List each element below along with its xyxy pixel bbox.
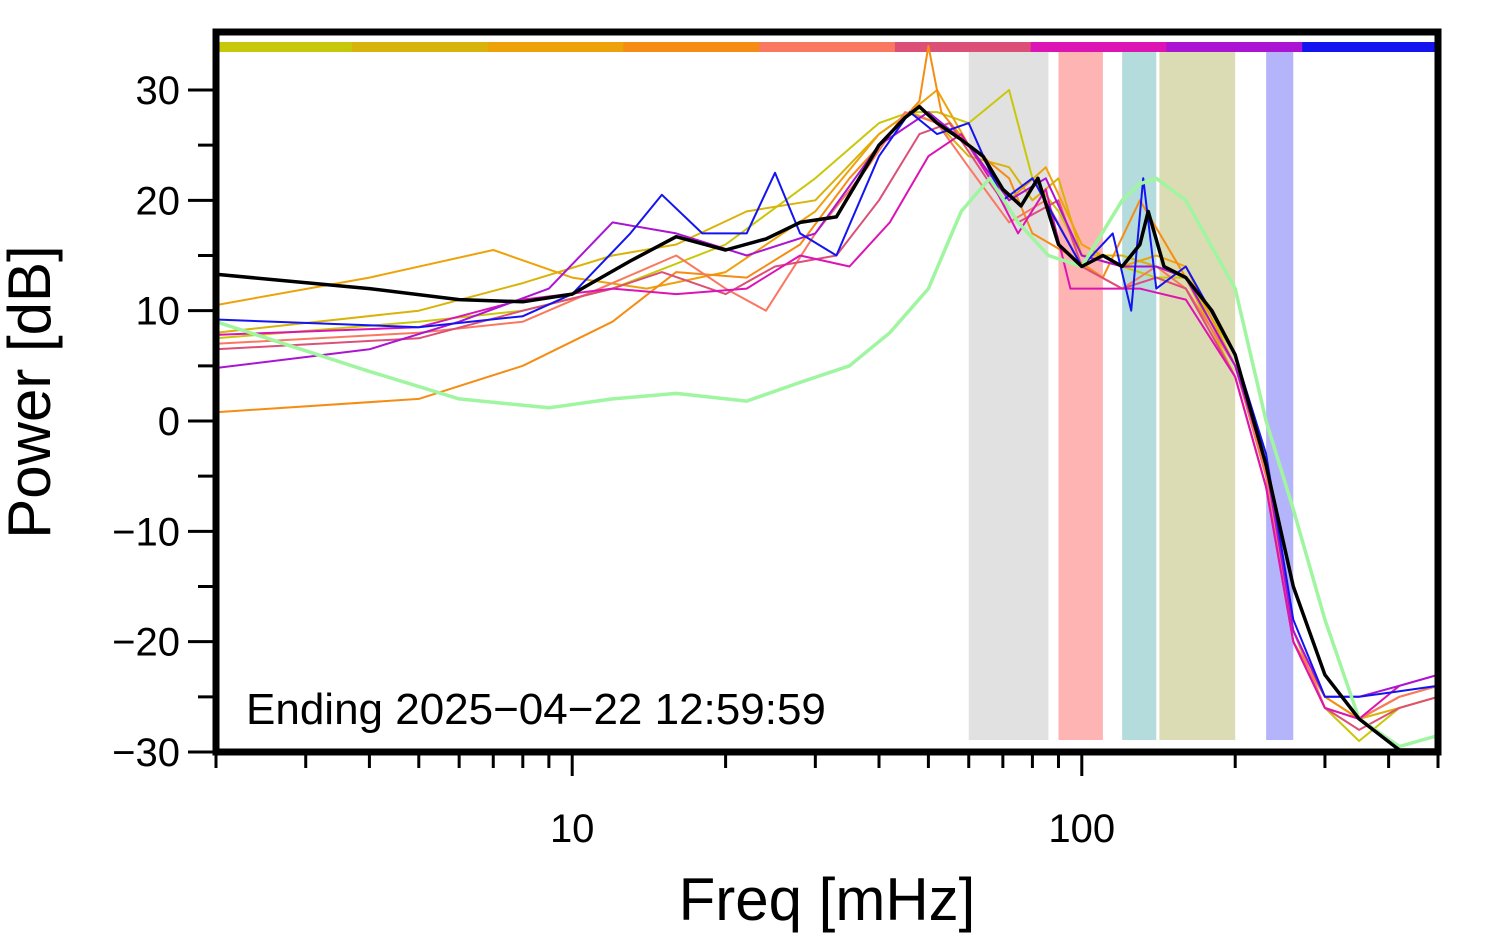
top-color-bar — [216, 42, 1439, 52]
color-bar-segment-6 — [1030, 42, 1167, 52]
series-line-6 — [215, 133, 1439, 720]
color-bar-segment-0 — [216, 42, 353, 52]
x-tick-label: 100 — [1048, 807, 1115, 851]
y-tick-label: −20 — [112, 621, 180, 665]
x-tick-label: 10 — [550, 807, 595, 851]
band-3 — [1159, 52, 1236, 740]
series-lines — [214, 44, 1440, 752]
y-tick-label: 30 — [136, 69, 181, 113]
ending-timestamp-annotation: Ending 2025−04−22 12:59:59 — [246, 685, 826, 734]
band-2 — [1122, 52, 1157, 740]
color-bar-segment-5 — [894, 42, 1032, 52]
y-tick-label: −10 — [112, 510, 180, 554]
color-bar-segment-2 — [487, 42, 624, 52]
color-bar-segment-1 — [351, 42, 489, 52]
y-axis-title: Power [dB] — [0, 245, 63, 538]
series-line-7 — [215, 111, 1439, 698]
band-4 — [1266, 52, 1294, 740]
band-1 — [1058, 52, 1103, 740]
y-axis-ticks: −30 −20 −10 0 10 20 30 — [112, 69, 216, 775]
y-tick-label: 0 — [158, 400, 180, 444]
y-tick-label: 10 — [136, 290, 181, 334]
color-bar-segment-3 — [623, 42, 760, 52]
series-line-10 — [214, 104, 1440, 752]
series-line-9 — [214, 176, 1440, 749]
x-axis-title: Freq [mHz] — [679, 866, 976, 933]
color-bar-segment-4 — [759, 42, 896, 52]
frequency-band-shading — [968, 52, 1294, 740]
y-tick-label: −30 — [112, 731, 180, 775]
y-tick-label: 20 — [136, 179, 181, 223]
plot-frame — [212, 28, 1442, 756]
x-axis-ticks: 10 100 — [214, 752, 1440, 851]
color-bar-segment-8 — [1302, 42, 1439, 52]
color-bar-segment-7 — [1166, 42, 1303, 52]
